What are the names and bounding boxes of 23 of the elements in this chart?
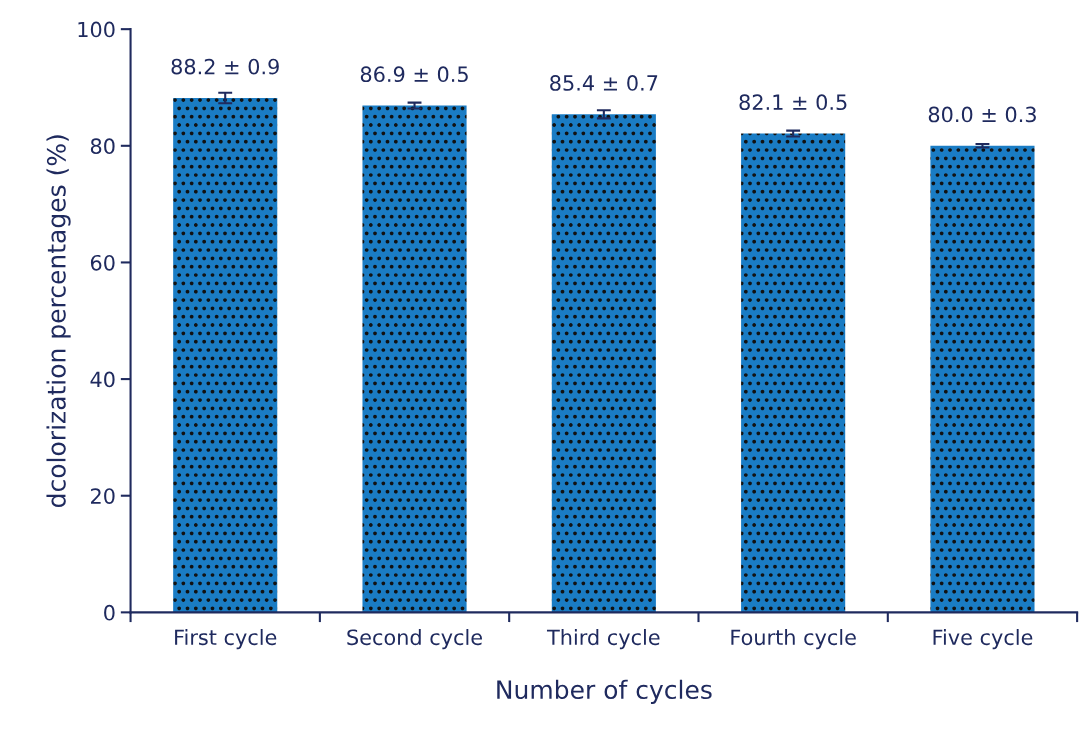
y-axis-title: dcolorization percentages (%) [46,135,71,507]
y-tick-label: 80 [90,138,115,155]
y-tick-label: 0 [104,604,115,621]
data-label: 86.9 ± 0.5 [360,66,468,83]
x-tick-label: Third cycle [546,629,660,650]
data-label: 88.2 ± 0.9 [171,58,279,75]
y-tick-label: 100 [78,21,115,38]
y-tick-label: 60 [90,254,115,271]
y-tick-label: 20 [90,488,115,504]
bar [741,133,846,613]
x-tick-label: Second cycle [347,629,482,650]
data-label: 82.1 ± 0.5 [739,94,847,111]
x-tick-label: Five cycle [933,629,1033,650]
data-label: 85.4 ± 0.7 [550,75,658,91]
bar [362,105,467,613]
y-tick-label: 40 [90,371,115,388]
x-axis-title: Number of cycles [497,679,712,704]
bar [930,145,1035,613]
bar [551,114,656,613]
x-tick-label: First cycle [175,629,277,650]
x-tick-label: Fourth cycle [731,629,856,650]
bar [173,97,278,613]
data-label: 80.0 ± 0.3 [928,106,1036,123]
